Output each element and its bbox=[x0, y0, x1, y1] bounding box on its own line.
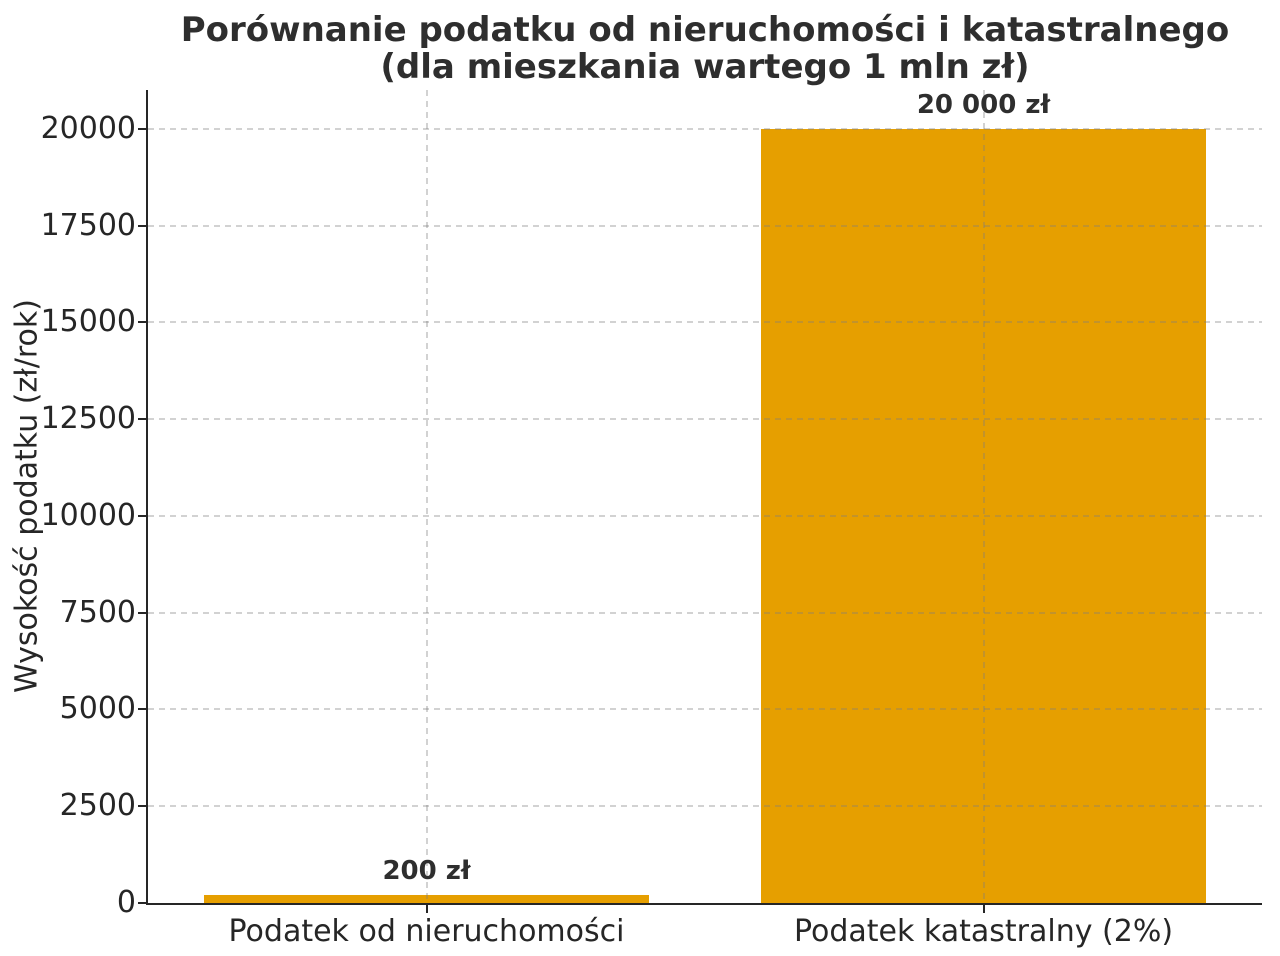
bar bbox=[760, 128, 1207, 903]
bar-value-label: 20 000 zł bbox=[916, 89, 1051, 120]
y-axis-label: Wysokość podatku (zł/rok) bbox=[9, 299, 45, 693]
y-tick-label: 20000 bbox=[40, 110, 136, 146]
gridline-vertical bbox=[425, 90, 428, 903]
y-tick-label: 2500 bbox=[59, 788, 136, 824]
bar-value-label: 200 zł bbox=[382, 856, 471, 887]
y-tick-label: 15000 bbox=[40, 304, 136, 340]
y-tick-label: 12500 bbox=[40, 401, 136, 437]
bar bbox=[203, 895, 650, 903]
y-tick-mark bbox=[138, 902, 146, 904]
y-tick-label: 0 bbox=[116, 885, 136, 920]
x-category-label: Podatek katastralny (2%) bbox=[793, 914, 1174, 949]
y-tick-mark bbox=[138, 127, 146, 130]
plot-area: 0 2500 5000 7500 10000 12500 15000 17500 20000 20… bbox=[41, 89, 1262, 949]
x-tick-mark bbox=[425, 905, 428, 913]
chart-title-line1: Porównanie podatku od nieruchomości i ka… bbox=[180, 10, 1230, 50]
x-category-label: Podatek od nieruchomości bbox=[228, 914, 625, 949]
y-tick-label: 5000 bbox=[59, 691, 136, 727]
y-tick-mark bbox=[138, 611, 146, 614]
y-tick-label: 17500 bbox=[40, 207, 136, 243]
y-tick-mark bbox=[138, 224, 146, 227]
y-tick-label: 7500 bbox=[59, 594, 136, 630]
y-tick-mark bbox=[138, 708, 146, 711]
y-tick-mark bbox=[138, 321, 146, 324]
y-tick-mark bbox=[138, 805, 146, 808]
y-tick-label: 10000 bbox=[40, 497, 136, 533]
chart-title: Porównanie podatku od nieruchomości i ka… bbox=[146, 12, 1264, 86]
y-tick-mark bbox=[138, 418, 146, 421]
chart-title-line2: (dla mieszkania wartego 1 mln zł) bbox=[380, 47, 1030, 87]
y-tick-mark bbox=[138, 514, 146, 517]
x-tick-mark bbox=[982, 905, 985, 913]
